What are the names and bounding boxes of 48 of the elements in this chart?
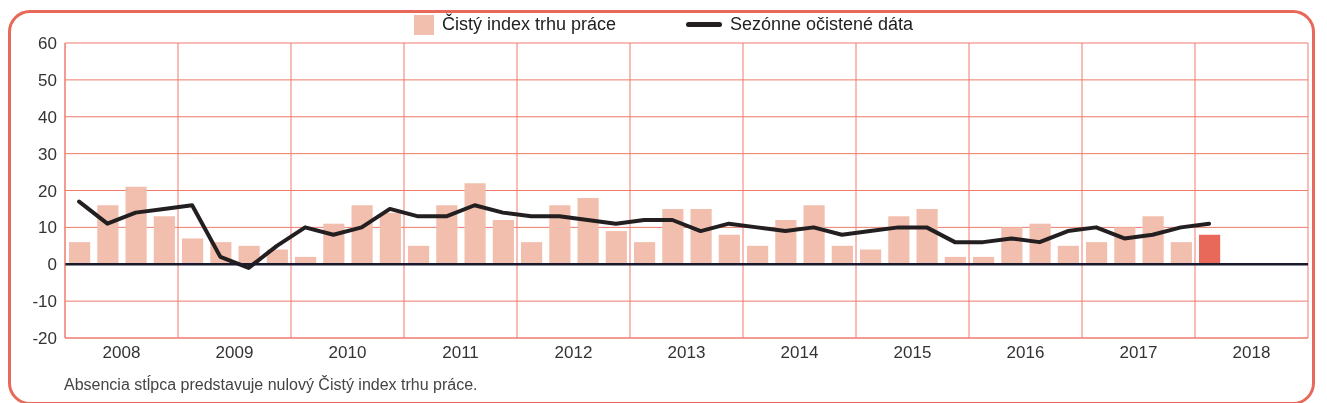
x-tick-label: 2008 bbox=[102, 343, 141, 362]
bar bbox=[97, 205, 119, 265]
y-tick-label: 50 bbox=[38, 70, 57, 90]
y-tick-label: 0 bbox=[47, 255, 57, 275]
bar bbox=[803, 205, 825, 265]
y-tick-label: 40 bbox=[38, 107, 57, 127]
y-tick-label: -20 bbox=[32, 329, 57, 349]
bar bbox=[605, 231, 627, 265]
bar bbox=[125, 186, 147, 265]
legend-label: Sezónne očistené dáta bbox=[729, 14, 914, 35]
bar bbox=[464, 183, 486, 265]
bar bbox=[408, 245, 430, 265]
x-tick-label: 2011 bbox=[442, 343, 479, 362]
x-tick-label: 2010 bbox=[328, 343, 367, 362]
bar bbox=[747, 245, 769, 265]
bar bbox=[1057, 245, 1079, 265]
y-tick-label: 10 bbox=[38, 218, 57, 238]
bar bbox=[492, 220, 514, 265]
x-tick-label: 2017 bbox=[1119, 343, 1158, 362]
x-tick-label: 2012 bbox=[554, 343, 593, 362]
bar bbox=[577, 197, 599, 265]
bar bbox=[69, 242, 91, 265]
y-tick-label: 60 bbox=[38, 34, 57, 54]
bar bbox=[351, 205, 373, 265]
x-tick-label: 2009 bbox=[215, 343, 254, 362]
bar bbox=[521, 242, 543, 265]
y-tick-label: 30 bbox=[38, 144, 57, 164]
bar bbox=[1086, 242, 1108, 265]
x-tick-label: 2014 bbox=[780, 343, 819, 362]
bar bbox=[549, 205, 571, 265]
line-series bbox=[77, 199, 1212, 270]
y-tick-label: -10 bbox=[32, 292, 57, 312]
bar bbox=[1170, 242, 1192, 265]
bar bbox=[634, 242, 656, 265]
y-tick-label: 20 bbox=[38, 181, 57, 201]
x-tick-label: 2016 bbox=[1006, 343, 1045, 362]
bar bbox=[153, 216, 175, 265]
x-tick-label: 2018 bbox=[1232, 343, 1271, 362]
bar bbox=[436, 205, 458, 265]
x-tick-label: 2013 bbox=[667, 343, 706, 362]
bar bbox=[1199, 234, 1221, 265]
bar bbox=[182, 238, 204, 265]
legend-label: Čistý index trhu práce bbox=[441, 14, 616, 35]
text: Absencia stĺpca predstavuje nulový Čistý index trhu práce. bbox=[64, 376, 478, 394]
bar bbox=[379, 212, 401, 265]
bar bbox=[831, 245, 853, 265]
x-tick-label: 2015 bbox=[893, 343, 932, 362]
bar bbox=[718, 234, 740, 265]
